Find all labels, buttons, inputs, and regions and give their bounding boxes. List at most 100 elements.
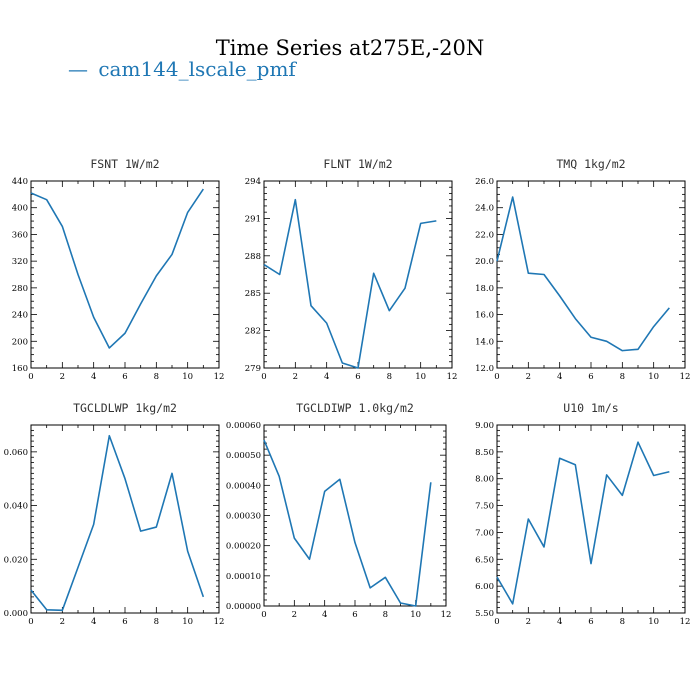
- y-tick-label: 5.50: [475, 609, 494, 619]
- x-tick-label: 8: [620, 617, 625, 627]
- y-tick-label: 320: [12, 257, 28, 267]
- panel-title: FSNT 1W/m2: [90, 157, 159, 171]
- panels-grid: FSNT 1W/m20 2 4 6 8 10 12160200240280320360400…: [4, 157, 691, 627]
- x-tick-label: 2: [293, 372, 298, 382]
- y-tick-label: 360: [12, 230, 28, 240]
- x-tick-label: 10: [648, 372, 659, 382]
- panel-title: TGCLDIWP 1.0kg/m2: [296, 401, 414, 415]
- y-tick-label: 288: [245, 252, 261, 262]
- legend-label: cam144_lscale_pmf: [98, 57, 297, 81]
- x-tick-label: 6: [588, 617, 593, 627]
- y-tick-label: 7.50: [475, 502, 494, 512]
- y-tick-label: 0.040: [4, 502, 28, 512]
- x-tick-label: 12: [214, 372, 225, 382]
- figure-title: Time Series at275E,-20N: [216, 36, 484, 60]
- y-tick-label: 0.060: [4, 448, 28, 458]
- x-tick-label: 12: [214, 617, 225, 627]
- plot-frame: [496, 424, 686, 614]
- y-tick-label: 282: [245, 327, 261, 337]
- y-tick-label: 22.0: [475, 230, 494, 240]
- x-tick-label: 10: [648, 617, 659, 627]
- y-tick-label: 6.00: [475, 582, 494, 592]
- y-tick-label: 20.0: [475, 257, 494, 267]
- plot-frame: [263, 180, 453, 369]
- x-tick-label: 2: [526, 617, 531, 627]
- x-tick-label: 4: [91, 617, 96, 627]
- y-tick-label: 8.00: [475, 475, 494, 485]
- y-tick-label: 0.00030: [226, 512, 261, 522]
- x-tick-label: 0: [28, 617, 33, 627]
- chart-panel: TGCLDIWP 1.0kg/m2 0 2 4 6 8 10 12 0.00000 0.00010…: [226, 401, 452, 620]
- x-tick-label: 6: [588, 372, 593, 382]
- y-tick-label: 291: [245, 214, 261, 224]
- series-line: [496, 196, 670, 352]
- x-tick-label: 2: [60, 372, 65, 382]
- y-tick-label: 0.00050: [226, 451, 261, 461]
- x-tick-label: 8: [154, 617, 159, 627]
- panel-title: TGCLDLWP 1kg/m2: [73, 401, 177, 415]
- y-tick-label: 440: [12, 177, 28, 187]
- y-tick-label: 0.00060: [226, 421, 261, 431]
- x-tick-label: 12: [680, 617, 691, 627]
- y-tick-label: 7.00: [475, 528, 494, 538]
- x-tick-label: 10: [410, 610, 421, 620]
- x-tick-label: 6: [352, 610, 357, 620]
- chart-panel: TGCLDLWP 1kg/m2 0 2 4 6 8 10 12 0.000 0.020 0.040 0…: [4, 401, 225, 627]
- y-tick-label: 240: [12, 311, 28, 321]
- x-tick-label: 0: [261, 610, 266, 620]
- x-tick-label: 6: [122, 617, 127, 627]
- x-tick-label: 0: [494, 372, 499, 382]
- x-tick-label: 2: [526, 372, 531, 382]
- y-tick-label: 280: [12, 284, 28, 294]
- y-tick-label: 26.0: [475, 177, 494, 187]
- y-tick-label: 160: [12, 364, 28, 374]
- y-tick-label: 6.50: [475, 555, 494, 565]
- x-tick-label: 12: [441, 610, 452, 620]
- y-tick-label: 9.00: [475, 421, 494, 431]
- series-line: [30, 434, 205, 612]
- series-line: [30, 188, 204, 349]
- y-tick-label: 12.0: [475, 364, 494, 374]
- legend-symbol: —: [68, 57, 88, 81]
- y-tick-label: 8.50: [475, 448, 494, 458]
- y-tick-label: 24.0: [475, 204, 494, 214]
- y-tick-label: 0.00010: [226, 572, 261, 582]
- y-tick-label: 285: [245, 289, 261, 299]
- x-tick-label: 10: [182, 617, 193, 627]
- x-tick-label: 4: [557, 372, 562, 382]
- series-line: [496, 441, 670, 605]
- x-tick-label: 10: [182, 372, 193, 382]
- x-tick-label: 12: [447, 372, 458, 382]
- y-tick-label: 279: [245, 364, 261, 374]
- y-tick-label: 294: [245, 177, 261, 187]
- panel-title: TMQ 1kg/m2: [556, 157, 625, 171]
- x-tick-label: 8: [154, 372, 159, 382]
- y-tick-label: 0.000: [4, 609, 28, 619]
- y-tick-label: 14.0: [475, 337, 494, 347]
- panel-title: FLNT 1W/m2: [323, 157, 392, 171]
- x-tick-label: 8: [620, 372, 625, 382]
- y-tick-label: 18.0: [475, 284, 494, 294]
- x-tick-label: 4: [322, 610, 327, 620]
- x-tick-label: 8: [383, 610, 388, 620]
- x-tick-label: 2: [292, 610, 297, 620]
- x-tick-label: 2: [60, 617, 65, 627]
- series-line: [263, 439, 432, 607]
- y-tick-label: 0.020: [4, 555, 28, 565]
- y-tick-label: 400: [12, 204, 28, 214]
- chart-panel: FSNT 1W/m2 0 2 4 6 8 10 12 160 200 240 280 320 360 400…: [12, 157, 225, 382]
- series-line: [263, 198, 437, 369]
- x-tick-label: 4: [91, 372, 96, 382]
- legend-entry: — cam144_lscale_pmf: [68, 57, 297, 81]
- x-tick-label: 6: [355, 372, 360, 382]
- x-tick-label: 0: [494, 617, 499, 627]
- chart-panel: TMQ 1kg/m2 0 2 4 6 8 10 12 12.0 14.0 16.0 18.0 20.0 2…: [475, 157, 690, 382]
- y-tick-label: 16.0: [475, 311, 494, 321]
- x-tick-label: 4: [557, 617, 562, 627]
- y-tick-label: 0.00040: [226, 481, 261, 491]
- x-tick-label: 4: [324, 372, 329, 382]
- plot-frame: [30, 424, 220, 614]
- y-tick-label: 0.00020: [226, 542, 261, 552]
- y-tick-label: 200: [12, 337, 28, 347]
